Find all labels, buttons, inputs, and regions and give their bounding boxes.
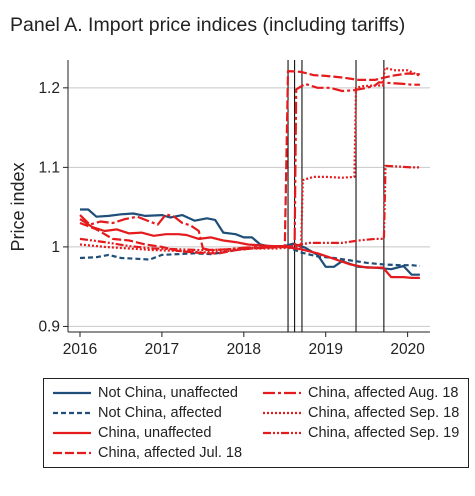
legend-label: China, affected Jul. 18 — [98, 445, 243, 461]
series-line — [79, 164, 420, 252]
x-tick-label: 2017 — [145, 341, 179, 358]
y-tick-label: 1.1 — [38, 159, 60, 176]
y-tick-label: 1 — [51, 239, 60, 256]
chart-title: Panel A. Import price indices (including… — [10, 14, 406, 36]
series-line — [79, 245, 421, 268]
legend: Not China, unaffected Not China, affected… — [43, 378, 469, 468]
series-line — [80, 208, 420, 276]
gridlines — [68, 87, 430, 327]
legend-item: China, affected Aug. 18 — [262, 384, 459, 402]
legend-label: Not China, unaffected — [98, 385, 238, 401]
series-line — [79, 69, 420, 255]
legend-swatch — [53, 391, 91, 395]
x-tick-label: 2019 — [308, 341, 342, 358]
y-tick-label: 1.2 — [38, 80, 60, 97]
legend-swatch — [53, 411, 91, 415]
legend-swatch — [263, 391, 301, 395]
series-line — [79, 218, 420, 279]
legend-swatch — [53, 431, 91, 435]
line-chart: 0.9 1 1.1 1.2 2016 2017 2018 2019 2020 Price ind… — [8, 60, 430, 358]
series-line — [79, 66, 421, 254]
legend-label: China, affected Sep. 19 — [308, 425, 460, 441]
legend-swatch — [53, 451, 91, 455]
legend-swatch — [263, 411, 301, 415]
legend-label: China, unaffected — [98, 425, 212, 441]
series-line — [79, 81, 420, 252]
x-tick-label: 2020 — [390, 341, 425, 358]
y-axis-title: Price index — [8, 162, 28, 251]
legend-item: China, affected Sep. 19 — [262, 424, 459, 442]
x-tick-label: 2016 — [63, 341, 97, 358]
legend-item: China, affected Jul. 18 — [52, 444, 242, 462]
series-lines — [79, 66, 421, 279]
legend-label: China, affected Aug. 18 — [308, 385, 459, 401]
legend-item: China, unaffected — [52, 424, 211, 442]
x-tick-label: 2018 — [227, 341, 261, 358]
legend-swatch — [263, 431, 301, 435]
y-tick-label: 0.9 — [38, 318, 60, 335]
legend-item: Not China, affected — [52, 404, 222, 422]
legend-label: Not China, affected — [98, 405, 222, 421]
axes: 0.9 1 1.1 1.2 2016 2017 2018 2019 2020 — [38, 60, 430, 358]
legend-item: China, affected Sep. 18 — [262, 404, 459, 422]
legend-item: Not China, unaffected — [52, 384, 238, 402]
legend-label: China, affected Sep. 18 — [308, 405, 460, 421]
